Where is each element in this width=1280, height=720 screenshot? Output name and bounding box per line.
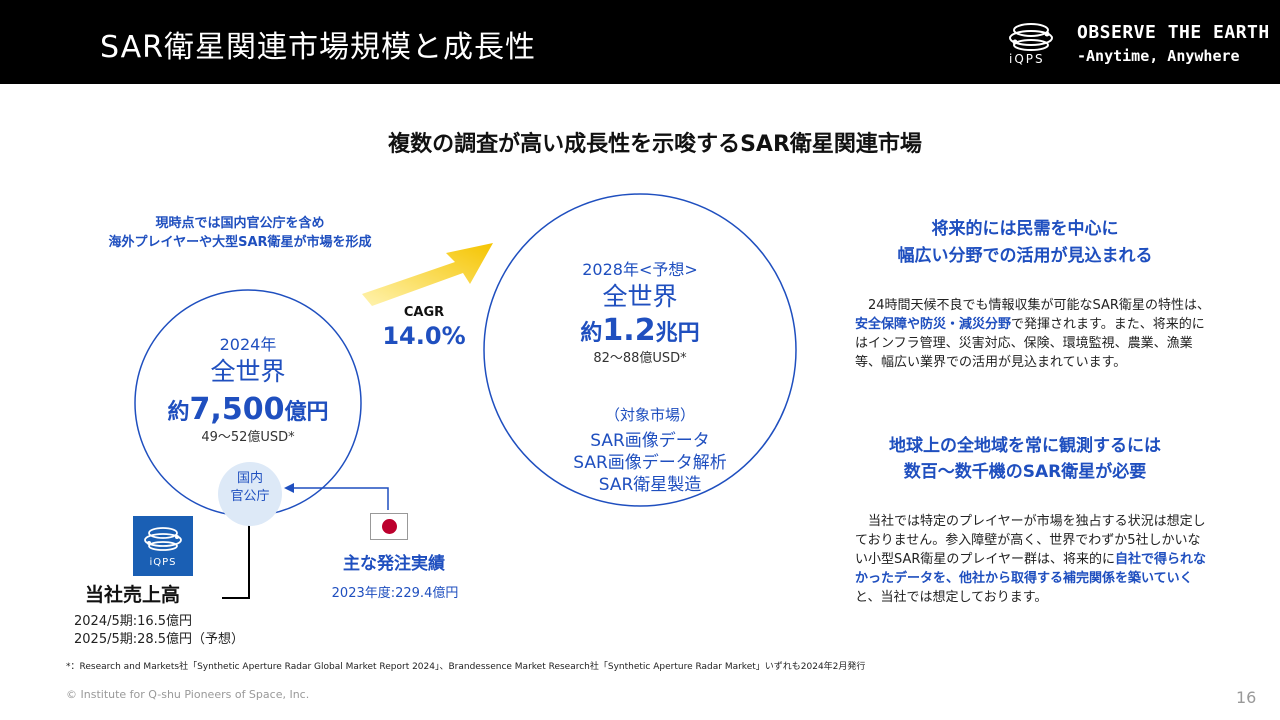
body-text: 24時間天候不良でも情報収集が可能なSAR衛星の特性は、 <box>855 298 1210 313</box>
body-highlight: 自社で得られなかったデータを、他社から取得する補完関係を築いていく <box>855 552 1207 586</box>
section2-body: 当社では特定のプレイヤーが市場を独占する状況は想定しておりません。参入障壁が高く… <box>855 512 1210 607</box>
section1-heading-line1: 将来的には民需を中心に <box>931 219 1119 239</box>
logo-text: iQPS <box>1009 52 1045 66</box>
target-market-item: SAR衛星製造 <box>598 475 702 495</box>
iqps-orbit-icon <box>144 527 182 551</box>
domestic-government-label: 国内 官公庁 <box>218 470 282 506</box>
body-highlight: 安全保障や防災・減災分野 <box>855 317 1012 332</box>
market-2028-circle <box>483 193 797 507</box>
copyright: © Institute for Q-shu Pioneers of Space,… <box>66 688 310 701</box>
japan-flag-icon <box>370 513 408 540</box>
domestic-government-circle <box>218 462 282 526</box>
cagr-label: CAGR <box>403 305 445 320</box>
market-2024-year: 2024年 <box>219 335 277 354</box>
body-text: と、当社では想定しております。 <box>855 590 1048 605</box>
tagline-line1: OBSERVE THE EARTH <box>1077 22 1270 43</box>
sales-connector-line <box>222 515 250 599</box>
sales-row: 2024/5期:16.5億円 <box>74 614 193 629</box>
market-note-line1: 現時点では国内官公庁を含め <box>155 216 325 231</box>
market-2028-value: 約1.2兆円 <box>530 313 750 348</box>
header-bar: SAR衛星関連市場規模と成長性 iQPS OBSERVE THE EARTH -… <box>0 0 1280 84</box>
arrow-head-icon <box>284 483 294 493</box>
value-number: 7,500 <box>189 392 285 427</box>
iqps-badge: iQPS <box>133 516 193 576</box>
section2-heading-line1: 地球上の全地域を常に観測するには <box>889 436 1161 456</box>
domestic-line1: 国内 <box>236 471 263 486</box>
orders-value: 2023年度:229.4億円 <box>331 586 459 601</box>
target-market-heading: （対象市場） <box>604 406 695 424</box>
market-2028-region: 全世界 <box>602 282 678 311</box>
section1-heading-line2: 幅広い分野での活用が見込まれる <box>897 246 1153 266</box>
source-footnote: *：Research and Markets社「Synthetic Apertu… <box>66 662 866 672</box>
iqps-logo-icon <box>1009 23 1053 51</box>
market-2028-year: 2028年<予想> <box>582 260 698 279</box>
section2-heading-line2: 数百～数千機のSAR衛星が必要 <box>903 462 1147 482</box>
body-text: で発揮されます。また、将来的にはインフラ管理、災害対応、保険、環境監視、農業、漁… <box>855 317 1205 370</box>
body-text: 当社では特定のプレイヤーが市場を独占する状況は想定しておりません。参入障壁が高く… <box>855 514 1206 567</box>
growth-arrow-icon <box>362 243 493 306</box>
value-unit: 兆円 <box>655 321 700 346</box>
main-heading: 複数の調査が高い成長性を示唆するSAR衛星関連市場 <box>388 132 922 157</box>
market-2024-region: 全世界 <box>210 357 286 386</box>
orders-connector-line <box>292 487 389 510</box>
page-title: SAR衛星関連市場規模と成長性 <box>100 30 536 65</box>
sales-row: 2025/5期:28.5億円（予想） <box>74 632 245 647</box>
target-market-item: SAR画像データ解析 <box>573 453 727 473</box>
orders-label: 主な発注実績 <box>343 554 445 574</box>
target-market-item: SAR画像データ <box>590 431 710 451</box>
market-2028-usd: 82～88億USD* <box>593 351 687 366</box>
value-unit: 億円 <box>284 400 329 425</box>
company-sales-label: 当社売上高 <box>85 584 181 606</box>
value-prefix: 約 <box>580 321 603 346</box>
page-number: 16 <box>1236 688 1257 707</box>
market-2024-value: 約7,500億円 <box>138 392 358 427</box>
market-note-line2: 海外プレイヤーや大型SAR衛星が市場を形成 <box>108 235 372 250</box>
cagr-value: 14.0% <box>382 322 466 350</box>
value-number: 1.2 <box>602 313 656 348</box>
tagline-line2: -Anytime, Anywhere <box>1077 47 1240 65</box>
domestic-line2: 官公庁 <box>230 489 270 504</box>
badge-text: iQPS <box>149 557 177 568</box>
market-2024-usd: 49～52億USD* <box>201 430 295 445</box>
section1-body: 24時間天候不良でも情報収集が可能なSAR衛星の特性は、安全保障や防災・減災分野… <box>855 296 1210 372</box>
value-prefix: 約 <box>167 400 190 425</box>
